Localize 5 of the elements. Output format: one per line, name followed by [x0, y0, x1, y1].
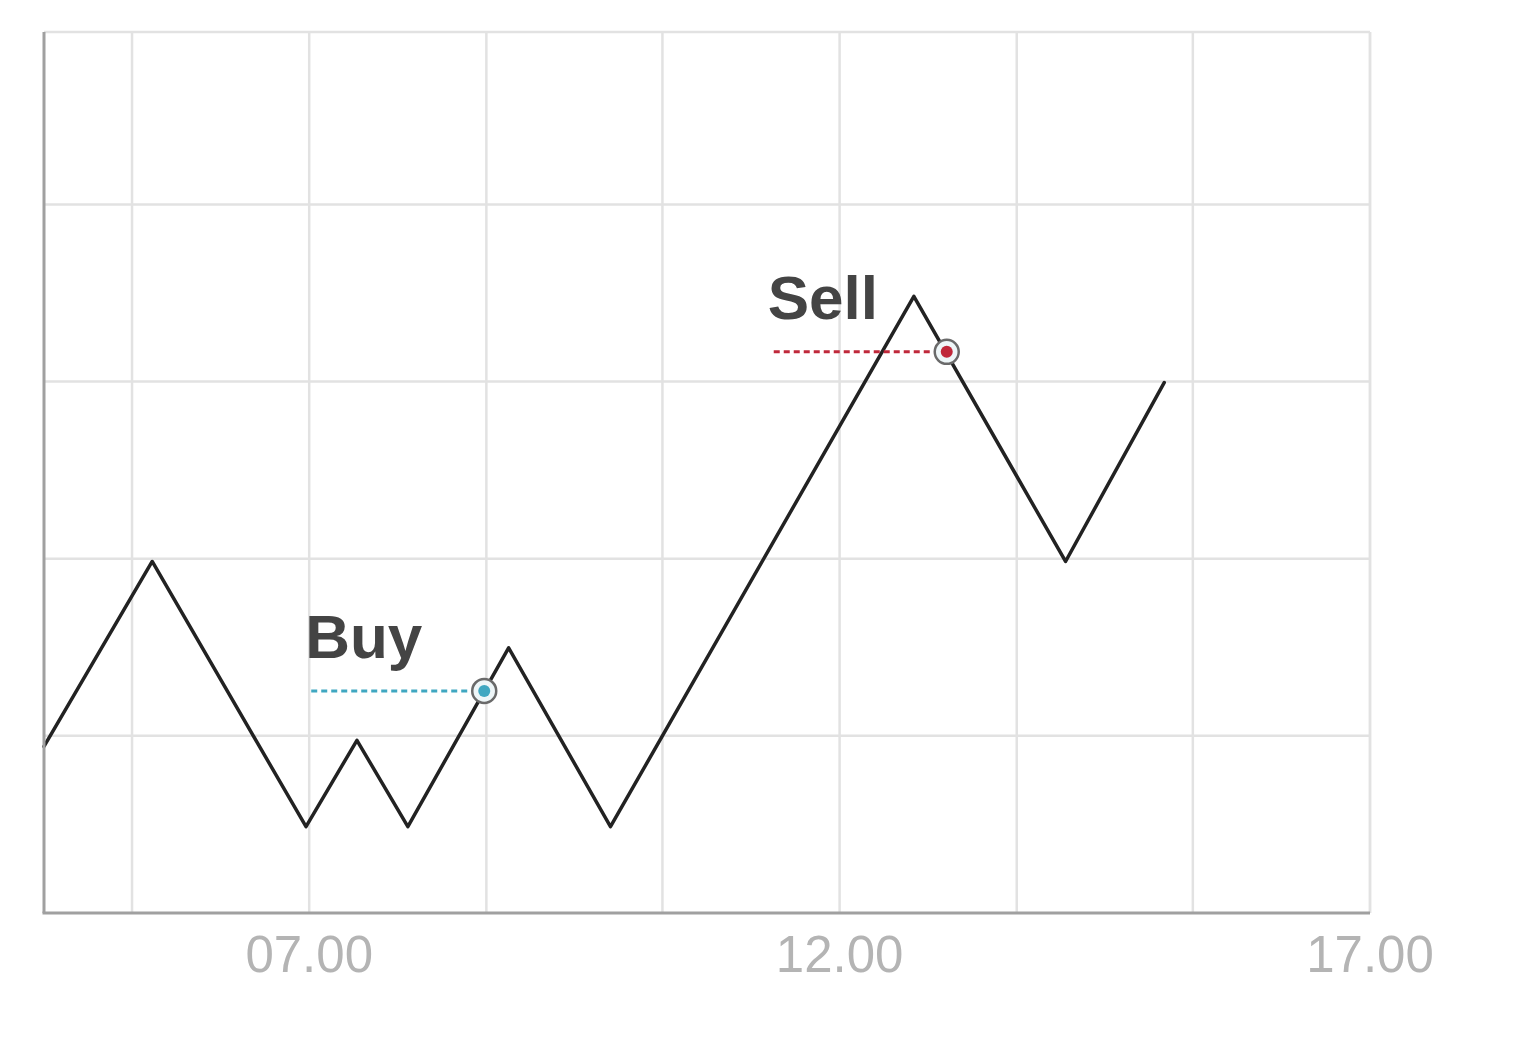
x-tick-label: 07.00: [245, 926, 374, 983]
series-label: Sell: [767, 262, 879, 332]
x-tick-label: 12.00: [775, 926, 904, 983]
x-tick-label: 17.00: [1306, 926, 1434, 983]
series-label: Buy: [305, 601, 423, 671]
